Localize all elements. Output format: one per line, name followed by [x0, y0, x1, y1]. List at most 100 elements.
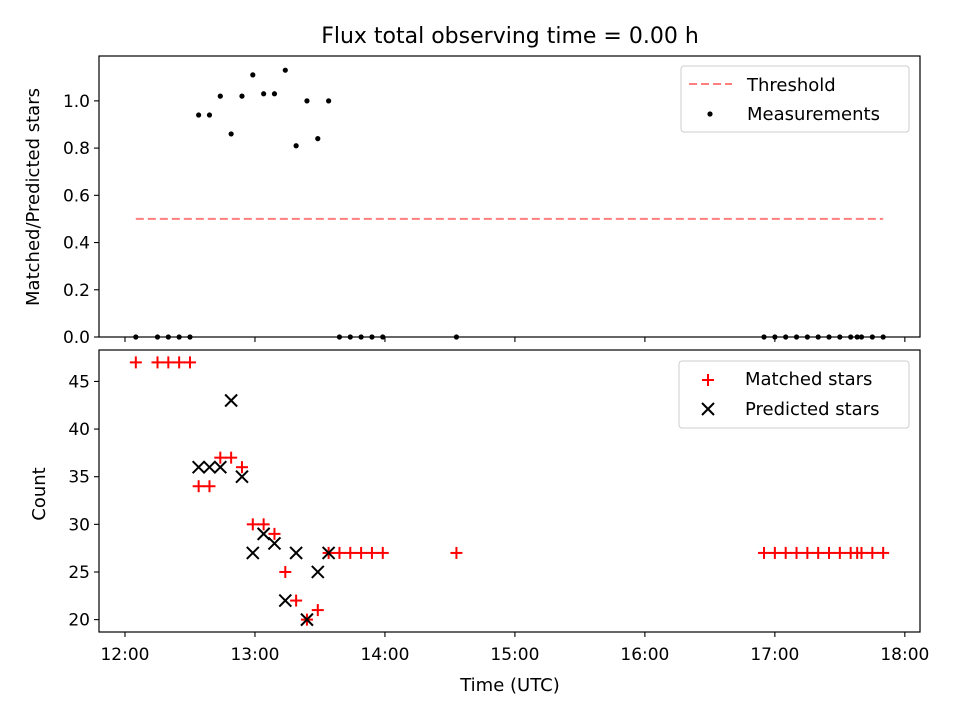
top-y-tick-label: 0.4: [63, 234, 90, 254]
matched-stars-point: [758, 546, 771, 559]
measurements-point: [261, 91, 267, 97]
x-tick-label: 17:00: [750, 645, 799, 665]
predicted-stars-point: [191, 460, 206, 474]
predicted-stars-point: [321, 546, 336, 560]
matched-stars-point: [290, 594, 303, 607]
top-y-tick-label: 0.2: [63, 281, 90, 301]
predicted-stars-point: [224, 393, 238, 408]
measurements-point: [239, 93, 245, 99]
predicted-stars-point: [235, 470, 249, 484]
bottom-y-ticks: 20 25 30 35 40 45: [68, 372, 99, 631]
matched-stars-point: [162, 356, 175, 369]
x-tick-label: 12:00: [100, 645, 149, 665]
matched-legend-swatch: [702, 374, 714, 386]
predicted-stars-point: [278, 593, 293, 608]
matched-stars-point: [311, 604, 324, 617]
matched-stars-point: [225, 451, 238, 464]
matched-stars-point: [355, 546, 368, 559]
matched-stars-point: [823, 546, 836, 559]
predicted-stars-point: [289, 546, 303, 560]
matched-stars-point: [268, 527, 281, 540]
predicted-stars-point: [300, 612, 314, 627]
top-legend-box: [680, 65, 910, 133]
predicted-stars-point: [267, 536, 282, 551]
matched-stars-point: [214, 451, 227, 464]
x-tick-label: 14:00: [360, 645, 409, 665]
matched-stars-point: [203, 480, 216, 493]
matched-stars-point: [801, 546, 814, 559]
legend-label-predicted: Predicted stars: [745, 399, 879, 420]
measurements-point: [271, 91, 278, 97]
matched-stars-point: [768, 546, 781, 559]
matched-stars-point: [450, 546, 463, 559]
predicted-stars-point: [256, 527, 271, 541]
predicted-stars-point: [202, 460, 217, 474]
bottom-y-tick-label: 20: [68, 611, 90, 631]
measurements-point: [196, 112, 202, 118]
matched-stars-point: [376, 546, 389, 559]
matched-stars-point: [192, 480, 205, 493]
measurements-point: [304, 98, 310, 104]
bottom-legend-box: [678, 360, 910, 429]
bottom-legend: Matched stars Predicted stars: [678, 360, 910, 429]
legend-label-threshold: Threshold: [746, 75, 836, 96]
bottom-x-ticks: 12:00 13:00 14:00 15:00 16:00 17:00 18:00: [100, 632, 929, 665]
matched-stars-point: [812, 546, 825, 559]
matched-stars-point: [279, 565, 292, 578]
matched-stars-point: [344, 546, 357, 559]
top-legend: Threshold Measurements: [680, 65, 910, 133]
matched-stars-point: [790, 546, 803, 559]
x-tick-label: 13:00: [230, 645, 279, 665]
matched-stars-point: [246, 518, 259, 531]
bottom-y-tick-label: 35: [68, 468, 90, 488]
measurements-point: [206, 112, 213, 118]
x-axis-label: Time (UTC): [459, 675, 560, 696]
predicted-stars-point: [246, 546, 260, 560]
matched-stars-point: [866, 546, 879, 559]
measurements-legend-swatch: [707, 111, 713, 117]
matched-stars-point: [855, 546, 868, 559]
measurements-point: [282, 67, 288, 73]
predicted-legend-swatch: [701, 402, 715, 416]
matched-stars-point: [333, 546, 346, 559]
predicted-stars-point: [213, 460, 228, 474]
measurements-point: [315, 136, 321, 142]
bottom-y-tick-label: 30: [68, 515, 90, 535]
top-y-tick-label: 0.8: [63, 139, 90, 159]
matched-stars-point: [173, 356, 186, 369]
measurements-point: [217, 93, 223, 99]
matched-stars-point: [833, 546, 846, 559]
bottom-plot-frame: [98, 349, 921, 633]
top-y-tick-label: 0.0: [63, 328, 90, 348]
legend-label-matched: Matched stars: [745, 369, 872, 390]
matched-stars-point: [779, 546, 792, 559]
top-x-ticks: [124, 337, 906, 342]
top-y-tick-label: 0.6: [63, 186, 90, 206]
chart-title: Flux total observing time = 0.00 h: [321, 24, 699, 49]
legend-label-measurements: Measurements: [747, 104, 880, 125]
bottom-y-tick-label: 40: [68, 420, 90, 440]
measurements-point: [228, 131, 234, 137]
top-y-ticks: 0.0 0.2 0.4 0.6 0.8 1.0: [63, 92, 99, 348]
measurements-point: [250, 72, 256, 78]
x-tick-label: 16:00: [620, 645, 669, 665]
matched-stars-point: [129, 356, 142, 369]
top-plot-frame: [98, 55, 921, 338]
top-axes: 0.0 0.2 0.4 0.6 0.8 1.0 Matched/Predicted sta…: [23, 55, 921, 348]
predicted-stars-point: [311, 565, 325, 579]
matched-stars-point: [877, 546, 890, 559]
matched-stars-point: [151, 356, 164, 369]
measurements-point: [326, 98, 332, 104]
matched-stars-point: [365, 546, 378, 559]
bottom-axes: 20 25 30 35 40 45 12:00 13:00 14:00 15:00 16:00 17…: [29, 349, 929, 696]
bottom-plot-marks: [129, 356, 890, 627]
bottom-y-tick-label: 25: [68, 563, 90, 583]
top-y-tick-label: 1.0: [63, 92, 90, 112]
matched-stars-point: [183, 356, 196, 369]
top-y-axis-label: Matched/Predicted stars: [23, 88, 44, 306]
x-tick-label: 18:00: [880, 645, 929, 665]
bottom-y-axis-label: Count: [29, 467, 50, 520]
matched-stars-point: [235, 461, 248, 474]
measurements-point: [293, 143, 299, 149]
